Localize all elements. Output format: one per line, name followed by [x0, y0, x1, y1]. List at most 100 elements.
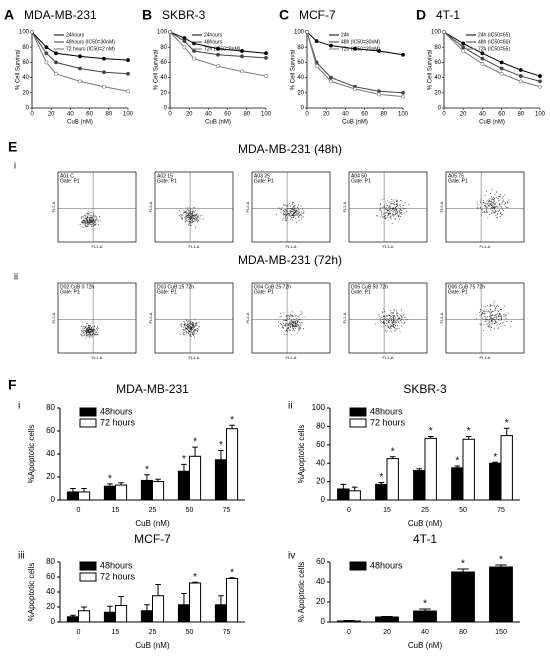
- event-dot: [293, 318, 294, 320]
- event-dot: [192, 324, 194, 326]
- x-tick-label: 0: [77, 629, 81, 636]
- x-axis-label: CuB (nM): [135, 641, 170, 650]
- x-tick-label: 50: [186, 629, 194, 636]
- event-dot: [393, 321, 395, 323]
- y-axis-label: % Cell Survival: [16, 50, 22, 90]
- event-dot: [188, 214, 190, 216]
- bar: [103, 611, 117, 623]
- event-dot: [493, 199, 494, 200]
- event-dot: [303, 212, 305, 213]
- event-dot: [90, 214, 92, 216]
- event-dot: [494, 319, 496, 321]
- event-dot: [507, 206, 509, 208]
- event-dot: [489, 319, 491, 321]
- event-dot: [387, 215, 389, 217]
- event-dot: [83, 334, 85, 336]
- event-dot: [93, 214, 94, 216]
- event-dot: [189, 217, 191, 218]
- event-dot: [389, 328, 390, 329]
- point: [480, 51, 485, 56]
- event-dot: [492, 320, 493, 322]
- event-dot: [498, 326, 500, 328]
- series-line: [31, 31, 129, 92]
- event-dot: [286, 218, 288, 220]
- event-dot: [496, 308, 498, 310]
- event-dot: [92, 215, 94, 217]
- event-dot: [395, 321, 397, 323]
- event-dot: [192, 215, 194, 216]
- event-dot: [82, 223, 84, 225]
- event-dot: [92, 212, 94, 214]
- event-dot: [486, 203, 488, 205]
- event-dot: [190, 218, 191, 220]
- x-tick-label: 80: [243, 112, 250, 118]
- legend-label: 72h (IC50=55): [478, 46, 510, 52]
- event-dot: [392, 324, 394, 325]
- event-dot: [189, 224, 191, 226]
- x-tick-label: 0: [77, 507, 81, 514]
- event-dot: [289, 211, 291, 213]
- event-dot: [486, 316, 488, 318]
- event-dot: [190, 216, 192, 217]
- event-dot: [183, 321, 185, 323]
- event-dot: [90, 222, 92, 223]
- event-dot: [476, 318, 477, 320]
- event-dot: [391, 200, 393, 202]
- event-dot: [491, 210, 493, 211]
- event-dot: [482, 202, 484, 203]
- bar: [375, 616, 399, 623]
- event-dot: [286, 205, 288, 207]
- event-dot: [191, 328, 192, 330]
- event-dot: [89, 325, 91, 327]
- event-dot: [384, 319, 386, 320]
- event-dot: [384, 214, 386, 216]
- event-dot: [385, 208, 387, 210]
- event-dot: [81, 217, 83, 219]
- event-dot: [284, 218, 286, 219]
- event-dot: [86, 331, 88, 333]
- event-dot: [285, 209, 287, 211]
- event-dot: [404, 317, 406, 318]
- event-dot: [92, 221, 94, 223]
- event-dot: [491, 196, 492, 198]
- event-dot: [291, 207, 293, 209]
- event-dot: [293, 320, 295, 322]
- event-dot: [197, 220, 199, 221]
- event-dot: [192, 332, 194, 334]
- event-dot: [189, 207, 191, 209]
- event-dot: [92, 222, 94, 224]
- event-dot: [292, 219, 294, 221]
- event-dot: [293, 212, 295, 214]
- event-dot: [83, 331, 85, 333]
- event-dot: [193, 322, 195, 324]
- y-tick-label: 60: [160, 60, 167, 66]
- event-dot: [394, 208, 396, 210]
- event-dot: [90, 328, 92, 330]
- event-dot: [98, 224, 100, 225]
- y-tick-label: 60: [46, 426, 55, 435]
- event-dot: [387, 320, 389, 322]
- event-dot: [492, 318, 494, 320]
- event-dot: [186, 332, 187, 334]
- event-dot: [194, 215, 196, 217]
- event-dot: [492, 317, 494, 319]
- event-dot: [495, 316, 497, 318]
- event-dot: [96, 219, 98, 221]
- event-dot: [486, 209, 487, 210]
- event-dot: [383, 322, 385, 324]
- event-dot: [394, 201, 395, 203]
- y-axis-label: FL2-A: [148, 312, 153, 323]
- point: [44, 60, 49, 65]
- y-tick-label: 20: [316, 597, 325, 606]
- event-dot: [283, 323, 284, 324]
- event-dot: [88, 326, 90, 328]
- event-dot: [388, 321, 390, 323]
- point: [240, 69, 244, 74]
- y-tick-label: 80: [316, 422, 325, 431]
- event-dot: [391, 323, 393, 324]
- event-dot: [88, 221, 90, 223]
- event-dot: [82, 222, 83, 224]
- event-dot: [88, 335, 90, 337]
- event-dot: [290, 320, 292, 321]
